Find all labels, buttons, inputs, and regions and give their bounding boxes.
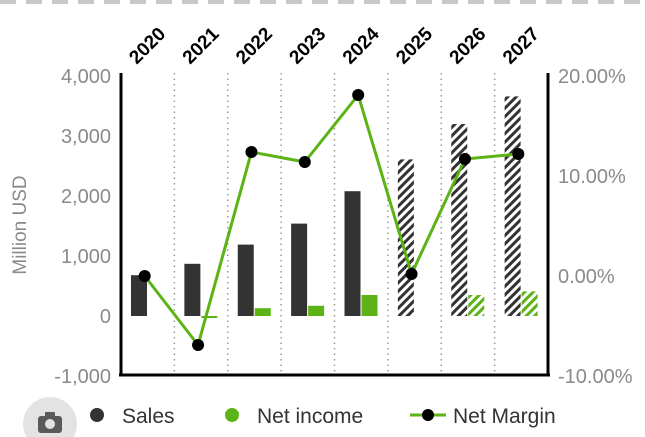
bars (131, 96, 538, 318)
net-income-bar (308, 305, 325, 316)
year-label: 2027 (499, 24, 544, 69)
sales-bar (131, 275, 147, 316)
right-tick-label: 20.00% (558, 66, 626, 88)
left-tick-label: 3,000 (61, 126, 111, 148)
net-income-bar (361, 295, 378, 316)
net-margin-point (192, 339, 205, 351)
right-tick-label: -10.00% (558, 366, 633, 388)
net-margin-point (138, 270, 151, 282)
legend-marker (90, 408, 104, 422)
left-axis-ticks: -1,000 0 1,000 2,000 3,000 4,000 (54, 66, 111, 388)
net-margin-point (512, 148, 525, 160)
legend-marker (225, 408, 239, 422)
year-label: 2020 (125, 24, 170, 69)
year-label: 2024 (339, 23, 384, 68)
net-income-bar (521, 291, 538, 316)
left-tick-label: -1,000 (54, 366, 111, 388)
legend-marker (422, 409, 434, 421)
net-income-bar (201, 316, 218, 318)
year-label: 2025 (392, 23, 437, 68)
net-margin-point (405, 268, 418, 280)
camera-icon[interactable] (23, 397, 77, 437)
year-label: 2026 (446, 24, 491, 69)
y-axis-title: Million USD (10, 175, 31, 274)
right-tick-label: 10.00% (558, 166, 626, 188)
net-income-bar (468, 295, 485, 316)
net-margin-line (138, 89, 525, 351)
legend-label: Net Margin (453, 405, 556, 428)
net-margin-point (352, 89, 365, 101)
net-margin-point (298, 156, 311, 168)
left-tick-label: 0 (100, 306, 111, 328)
net-margin-point (458, 153, 471, 165)
gridlines (173, 73, 496, 374)
net-income-bar (254, 308, 271, 316)
legend-label: Sales (122, 405, 175, 428)
net-margin-point (245, 146, 258, 158)
right-tick-label: 0.00% (558, 266, 615, 288)
legend-label: Net income (257, 405, 363, 428)
right-axis-ticks: -10.00% 0.00% 10.00% 20.00% (558, 66, 633, 388)
left-tick-label: 4,000 (61, 66, 111, 88)
year-label: 2023 (286, 24, 331, 69)
year-label: 2022 (232, 24, 277, 69)
legend: Sales Net income Net Margin (90, 405, 556, 428)
sales-bar (504, 96, 521, 317)
left-tick-label: 2,000 (61, 186, 111, 208)
sales-bar (237, 244, 254, 316)
sales-bar (344, 191, 361, 316)
sales-bar (184, 263, 201, 316)
year-label: 2021 (179, 23, 224, 68)
year-labels: 2020 2021 2022 2023 2024 2025 2026 2027 (125, 23, 543, 68)
sales-bar (291, 223, 308, 316)
left-tick-label: 1,000 (61, 246, 111, 268)
net-margin-polyline (143, 93, 519, 347)
sales-bar (451, 124, 468, 316)
